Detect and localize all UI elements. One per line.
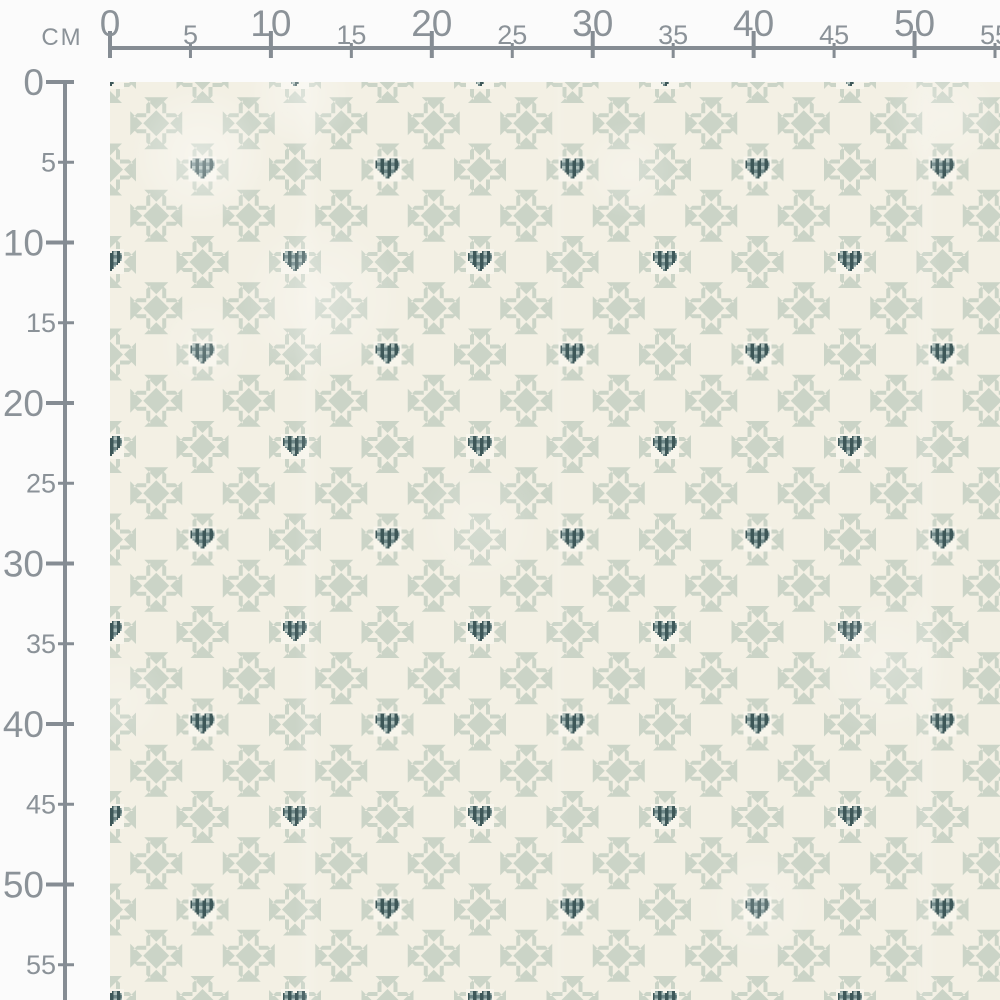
v-ruler-tick-label: 55 — [26, 950, 56, 980]
h-ruler-tick-label: 10 — [250, 3, 291, 44]
v-ruler-tick — [46, 722, 74, 726]
h-ruler-tick-label: 30 — [572, 3, 613, 44]
v-ruler-tick-label: 50 — [3, 865, 44, 906]
v-ruler-tick — [46, 401, 74, 405]
v-ruler-tick-label: 10 — [3, 223, 44, 264]
h-ruler-tick — [349, 43, 353, 58]
h-ruler-tick-label: 5 — [183, 20, 198, 50]
v-ruler-tick-label: 40 — [3, 704, 44, 745]
fabric-texture-overlay — [110, 82, 1000, 1000]
unit-label: CM — [41, 24, 82, 51]
v-ruler-tick-label: 30 — [3, 544, 44, 585]
horizontal-ruler-cm: 0 5 10 15 20 25 30 35 40 45 50 55 — [100, 3, 1000, 58]
v-ruler-tick — [46, 561, 74, 566]
h-ruler-tick — [188, 43, 192, 58]
h-ruler-tick — [268, 31, 273, 58]
h-ruler-tick-label: 15 — [336, 20, 366, 50]
h-ruler-tick-label: 50 — [894, 3, 935, 44]
h-ruler-tick — [751, 31, 756, 58]
v-ruler-tick-label: 35 — [26, 629, 56, 659]
h-ruler-tick-label: 25 — [497, 20, 527, 50]
h-ruler-tick-label: 45 — [819, 20, 849, 50]
h-ruler-tick — [832, 43, 836, 58]
h-ruler-tick — [993, 43, 997, 58]
v-ruler-tick — [58, 321, 74, 325]
v-ruler-tick — [58, 481, 74, 485]
v-ruler-tick-label: 15 — [26, 308, 56, 338]
h-ruler-tick — [510, 43, 514, 58]
h-ruler-tick-label: 0 — [100, 3, 121, 44]
fabric-pattern — [110, 82, 1000, 1000]
v-ruler-tick — [58, 160, 74, 164]
v-ruler-tick-label: 20 — [3, 383, 44, 424]
h-ruler-tick — [429, 31, 434, 58]
h-ruler-tick-label: 55 — [980, 20, 1000, 50]
h-ruler-tick-label: 40 — [733, 3, 774, 44]
v-ruler-tick-label: 5 — [41, 147, 56, 177]
h-ruler-tick — [590, 31, 595, 58]
v-ruler-line — [63, 82, 67, 1000]
h-ruler-tick — [671, 43, 675, 58]
v-ruler-tick — [58, 963, 74, 967]
v-ruler-tick — [46, 240, 74, 245]
h-ruler-tick — [912, 31, 917, 58]
v-ruler-tick-label: 45 — [26, 789, 56, 819]
v-ruler-tick-label: 0 — [23, 62, 44, 103]
v-ruler-tick — [46, 882, 74, 887]
h-ruler-tick-label: 35 — [658, 20, 688, 50]
v-ruler-tick-label: 25 — [26, 468, 56, 498]
v-ruler-tick — [58, 642, 74, 646]
vertical-ruler-cm: 0 5 10 15 20 25 30 35 40 45 50 55 — [3, 62, 74, 1000]
h-ruler-tick-label: 20 — [411, 3, 452, 44]
v-ruler-tick — [46, 80, 74, 84]
v-ruler-tick — [58, 802, 74, 806]
h-ruler-line — [110, 46, 1000, 50]
h-ruler-tick — [108, 31, 112, 58]
